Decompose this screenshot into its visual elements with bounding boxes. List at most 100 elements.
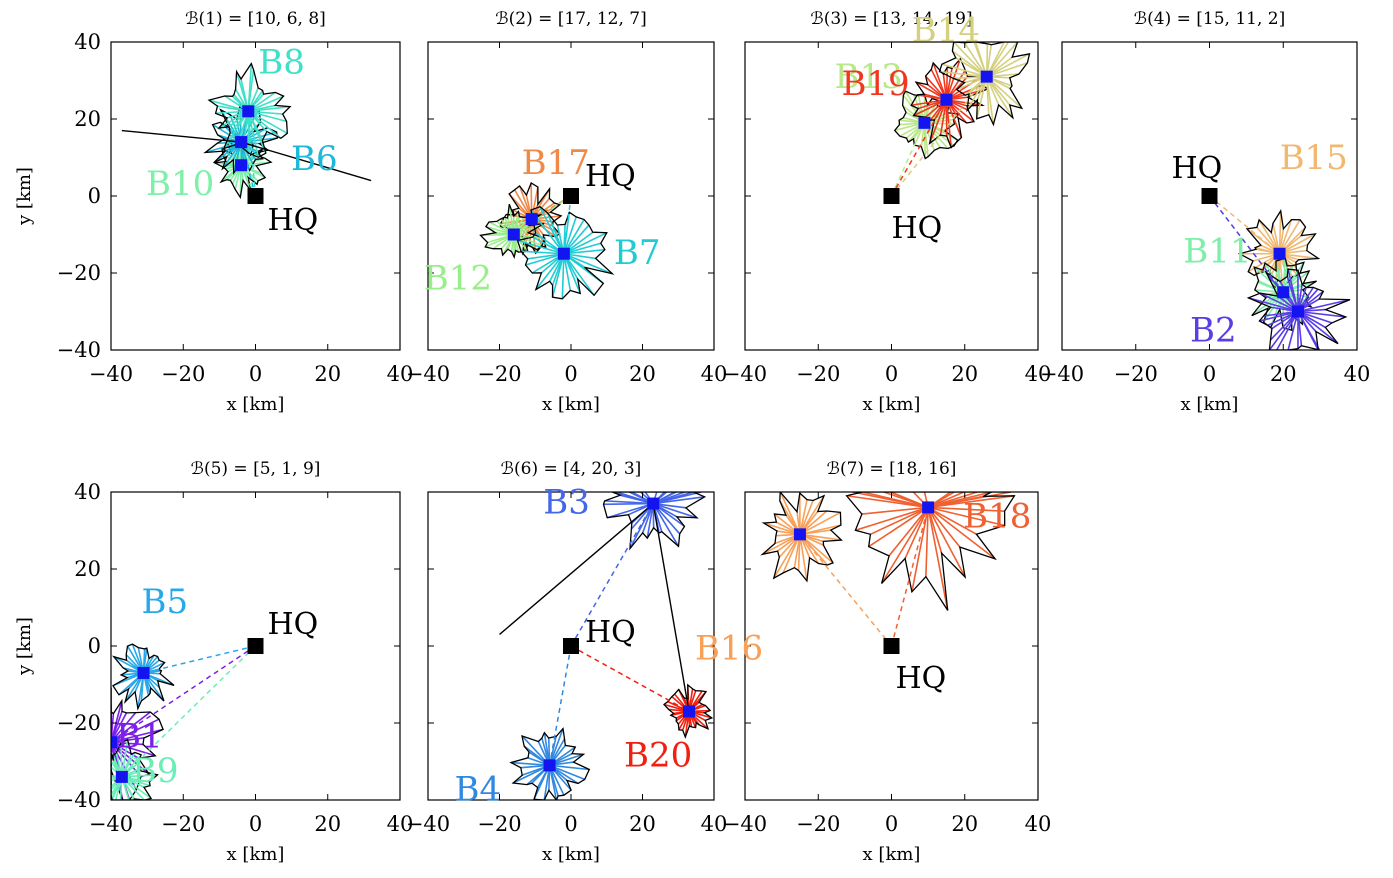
x-tick-label: −40: [723, 812, 767, 836]
cluster-b16: [760, 492, 893, 647]
x-tick-label: 0: [885, 812, 898, 836]
route-ray: [121, 739, 129, 778]
x-tick-label: −40: [1040, 362, 1084, 386]
panel-title: ℬ(3) = [13, 14, 19]: [810, 9, 972, 29]
route-ray: [975, 76, 988, 119]
route-ray: [904, 507, 929, 559]
cluster-label: B4: [455, 769, 502, 809]
cluster-outline: [602, 492, 707, 551]
y-axis-label: y [km]: [14, 617, 35, 676]
route-ray: [927, 506, 961, 548]
x-tick-label: 20: [314, 812, 341, 836]
panel-title: ℬ(1) = [10, 6, 8]: [185, 9, 326, 29]
x-tick-label: 40: [387, 362, 414, 386]
long-tour: [499, 503, 654, 635]
cluster-b18: [845, 492, 1016, 647]
x-axis-label: x [km]: [542, 394, 600, 415]
x-tick-label: −40: [406, 362, 450, 386]
route-ray: [1287, 311, 1299, 350]
depot-marker: [1273, 247, 1286, 260]
route-ray: [1297, 310, 1346, 318]
long-tour: [652, 503, 690, 712]
route-ray: [248, 110, 287, 123]
x-tick-label: 40: [1025, 812, 1052, 836]
panel-3: −40 −20 0 20 40 x [km] ℬ(3) = [13, 14, 19] HQ B1…: [723, 9, 1052, 415]
x-tick-label: 20: [1270, 362, 1297, 386]
panel-4: −40 −20 0 20 40 x [km] ℬ(4) = [15, 11, 2] HQ B15…: [1040, 9, 1371, 415]
hq-link: [570, 503, 654, 647]
x-tick-label: −40: [89, 362, 133, 386]
cluster-label: B18: [963, 496, 1031, 536]
cluster-outline: [111, 687, 164, 800]
hq-link: [570, 645, 690, 713]
cluster-outline: [760, 492, 843, 583]
route-ray: [561, 253, 565, 299]
x-tick-label: 20: [314, 362, 341, 386]
route-ray: [927, 507, 949, 611]
route-ray: [235, 71, 250, 112]
route-ray: [925, 507, 929, 577]
x-tick-label: −20: [477, 812, 521, 836]
cluster-label: B19: [841, 64, 909, 104]
depot-marker: [647, 497, 660, 510]
y-tick-label: −40: [57, 338, 101, 362]
route-ray: [111, 741, 156, 757]
x-tick-label: −40: [723, 362, 767, 386]
depot-marker: [1277, 286, 1290, 299]
plot-area: [890, 42, 1031, 197]
depot-marker: [115, 770, 128, 783]
route-ray: [927, 506, 996, 560]
x-tick-label: 40: [701, 812, 728, 836]
route-ray: [773, 533, 801, 579]
x-tick-label: −40: [89, 812, 133, 836]
route-ray: [520, 250, 564, 255]
depot-marker: [507, 228, 520, 241]
cluster-outline: [509, 727, 591, 800]
x-axis-label: x [km]: [227, 844, 285, 865]
plot-area: [111, 643, 257, 800]
cluster-outline: [910, 57, 990, 149]
route-ray: [1297, 311, 1319, 350]
route-ray: [779, 492, 801, 535]
cluster-label: B16: [695, 628, 763, 668]
cluster-label: B3: [543, 483, 590, 523]
hq-link: [143, 645, 256, 674]
cluster-label: B20: [624, 735, 692, 775]
route-ray: [652, 503, 680, 547]
route-ray: [1268, 311, 1299, 350]
route-ray: [653, 495, 705, 505]
hq-marker: [247, 638, 264, 654]
cluster-outline: [1246, 268, 1351, 350]
panel-title: ℬ(6) = [4, 20, 3]: [501, 459, 642, 479]
route-ray: [928, 506, 1005, 512]
x-tick-label: 0: [564, 362, 577, 386]
cluster-label: B13: [834, 57, 902, 97]
panel-6: −40 −20 0 20 40 x [km] ℬ(6) = [4, 20, 3] HQ B3 B4…: [406, 459, 728, 865]
y-tick-label: 40: [74, 30, 101, 54]
y-tick-label: 0: [88, 634, 101, 658]
route-ray: [862, 492, 929, 509]
route-ray: [563, 248, 606, 255]
depot-marker: [137, 666, 150, 679]
x-axis-label: x [km]: [227, 394, 285, 415]
x-tick-label: −20: [161, 812, 205, 836]
long-tour: [240, 141, 372, 182]
hq-label: HQ: [268, 203, 319, 238]
plot-area: [499, 492, 714, 800]
route-ray: [911, 507, 929, 592]
route-ray: [247, 110, 288, 135]
x-tick-label: −20: [477, 362, 521, 386]
route-ray: [870, 506, 929, 536]
cluster-label: B7: [614, 233, 661, 273]
hq-link: [111, 645, 256, 743]
depot-marker: [793, 528, 806, 541]
route-ray: [223, 110, 249, 149]
cluster-outline: [111, 738, 159, 800]
route-ray: [855, 506, 929, 532]
x-axis-label: x [km]: [1181, 394, 1239, 415]
x-tick-label: −20: [161, 362, 205, 386]
route-ray: [799, 495, 825, 535]
hq-link: [890, 99, 948, 197]
hq-label: HQ: [585, 159, 636, 194]
